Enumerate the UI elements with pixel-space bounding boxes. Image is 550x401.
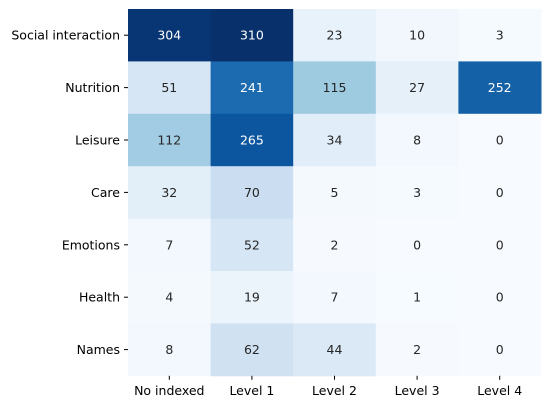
heatmap-cell-names-level-2 (293, 323, 377, 377)
cell-value-social-interaction-level-1: 310 (240, 28, 264, 43)
cell-value-care-no-indexed: 32 (161, 185, 177, 200)
cell-value-names-level-1: 62 (244, 342, 260, 357)
column-label-no-indexed: No indexed (134, 383, 204, 398)
row-label-leisure: Leisure (75, 133, 120, 148)
heatmap-cell-nutrition-level-1 (210, 61, 294, 115)
cell-value-nutrition-level-2: 115 (323, 80, 347, 95)
heatmap-cell-social-interaction-level-4 (458, 9, 542, 62)
cell-value-leisure-level-2: 34 (327, 133, 343, 148)
column-label-level-4: Level 4 (477, 383, 522, 398)
cell-value-names-level-4: 0 (496, 342, 504, 357)
row-label-names: Names (77, 342, 120, 357)
cell-value-names-level-2: 44 (327, 342, 343, 357)
column-label-level-2: Level 2 (312, 383, 357, 398)
row-label-nutrition: Nutrition (65, 80, 120, 95)
column-label-level-1: Level 1 (229, 383, 274, 398)
row-label-care: Care (91, 185, 120, 200)
cell-value-care-level-1: 70 (244, 185, 260, 200)
cell-value-health-level-4: 0 (496, 290, 504, 305)
cell-value-names-no-indexed: 8 (165, 342, 173, 357)
cell-value-leisure-level-4: 0 (496, 133, 504, 148)
heatmap-cell-emotions-level-3 (375, 218, 459, 272)
cell-value-nutrition-level-3: 27 (409, 80, 425, 95)
cell-value-names-level-3: 2 (413, 342, 421, 357)
heatmap-cell-health-no-indexed (128, 271, 212, 324)
heatmap-cell-care-level-1 (210, 166, 294, 220)
heatmap-cell-leisure-level-2 (293, 113, 377, 167)
heatmap-cell-leisure-level-3 (375, 113, 459, 167)
cell-value-social-interaction-level-4: 3 (496, 28, 504, 43)
column-labels: No indexed Level 1 Level 2 Level 3 Level 4 (134, 375, 522, 398)
cell-value-social-interaction-no-indexed: 304 (157, 28, 181, 43)
row-labels: Social interaction Nutrition Leisure Care Em… (11, 28, 128, 357)
heatmap-cell-care-level-4 (458, 166, 542, 220)
cell-value-care-level-4: 0 (496, 185, 504, 200)
heatmap-cell-names-level-4 (458, 323, 542, 377)
heatmap-cell-emotions-level-4 (458, 218, 542, 272)
cell-value-nutrition-level-1: 241 (240, 80, 264, 95)
cell-value-health-no-indexed: 4 (165, 290, 173, 305)
heatmap-cell-health-level-2 (293, 271, 377, 324)
cell-value-nutrition-level-4: 252 (488, 80, 512, 95)
heatmap-cell-social-interaction-level-2 (293, 9, 377, 62)
heatmap-cell-names-level-1 (210, 323, 294, 377)
heatmap-cell-names-no-indexed (128, 323, 212, 377)
heatmap-cell-nutrition-level-2 (293, 61, 377, 115)
cell-value-emotions-level-4: 0 (496, 237, 504, 252)
cell-value-nutrition-no-indexed: 51 (161, 80, 177, 95)
cell-value-emotions-level-1: 52 (244, 237, 260, 252)
cell-value-leisure-level-3: 8 (413, 133, 421, 148)
heatmap-cell-leisure-level-1 (210, 113, 294, 167)
heatmap-cell-nutrition-no-indexed (128, 61, 212, 115)
cell-value-social-interaction-level-2: 23 (327, 28, 343, 43)
heatmap-cell-social-interaction-level-1 (210, 9, 294, 62)
row-label-social-interaction: Social interaction (11, 28, 120, 43)
heatmap-cell-leisure-level-4 (458, 113, 542, 167)
heatmap-cell-emotions-level-2 (293, 218, 377, 272)
heatmap-cell-care-level-2 (293, 166, 377, 220)
cell-value-health-level-1: 19 (244, 290, 260, 305)
cell-value-emotions-level-3: 0 (413, 237, 421, 252)
heatmap-cell-health-level-4 (458, 271, 542, 324)
cell-value-emotions-level-2: 2 (331, 237, 339, 252)
cell-value-care-level-3: 3 (413, 185, 421, 200)
cell-value-health-level-3: 1 (413, 290, 421, 305)
row-label-emotions: Emotions (62, 237, 120, 252)
heatmap-cell-names-level-3 (375, 323, 459, 377)
cell-value-leisure-level-1: 265 (240, 133, 264, 148)
column-label-level-3: Level 3 (395, 383, 440, 398)
heatmap-cell-health-level-1 (210, 271, 294, 324)
heatmap-cells (128, 9, 542, 377)
heatmap-cell-emotions-no-indexed (128, 218, 212, 272)
cell-value-care-level-2: 5 (331, 185, 339, 200)
heatmap-cell-nutrition-level-4 (458, 61, 542, 115)
heatmap-cell-care-no-indexed (128, 166, 212, 220)
row-label-health: Health (79, 290, 120, 305)
heatmap-cell-health-level-3 (375, 271, 459, 324)
cell-value-leisure-no-indexed: 112 (157, 133, 181, 148)
heatmap-cell-nutrition-level-3 (375, 61, 459, 115)
cell-value-health-level-2: 7 (331, 290, 339, 305)
heatmap-cell-leisure-no-indexed (128, 113, 212, 167)
heatmap-cell-emotions-level-1 (210, 218, 294, 272)
heatmap-cell-social-interaction-level-3 (375, 9, 459, 62)
cell-value-emotions-no-indexed: 7 (165, 237, 173, 252)
heatmap-cell-social-interaction-no-indexed (128, 9, 212, 62)
cell-value-social-interaction-level-3: 10 (409, 28, 425, 43)
heatmap-cell-care-level-3 (375, 166, 459, 220)
